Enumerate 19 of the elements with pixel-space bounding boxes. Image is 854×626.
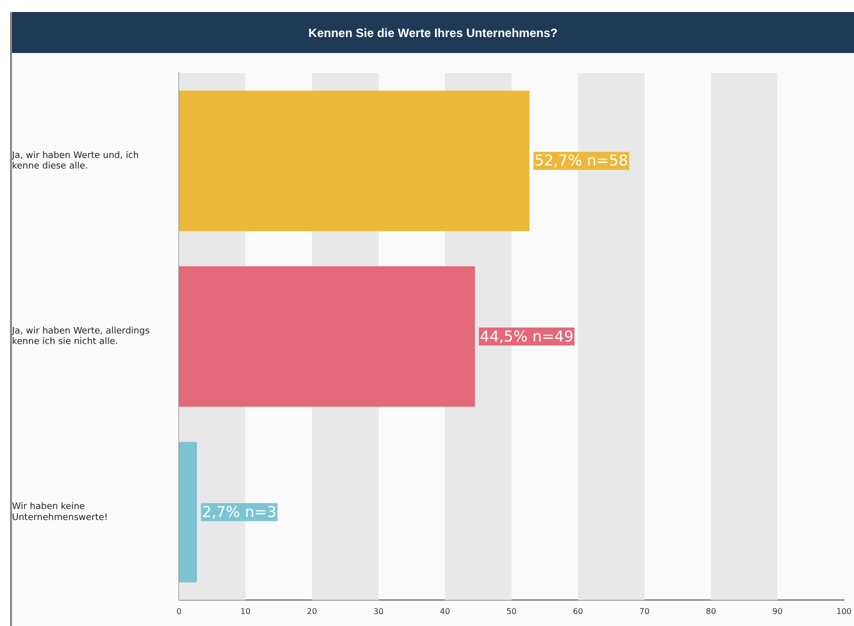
bar: [179, 442, 197, 582]
x-tick-label: 60: [572, 607, 584, 616]
chart-title: Kennen Sie die Werte Ihres Unternehmens?: [12, 12, 854, 53]
x-tick-label: 80: [706, 607, 716, 616]
x-tick-label: 50: [506, 607, 517, 616]
x-tick-label: 30: [373, 607, 384, 616]
bar: [179, 266, 475, 407]
x-tick-label: 90: [772, 607, 783, 616]
x-tick-label: 0: [176, 607, 182, 616]
y-tick-label: Wir haben keine Unternehmenswerte!: [12, 502, 108, 523]
x-tick-label: 100: [836, 607, 852, 616]
x-tick-label: 10: [240, 607, 251, 616]
x-tick-label: 20: [306, 607, 318, 616]
bar: [179, 90, 530, 232]
data-label: 52,7% n=58: [534, 152, 628, 170]
data-label: 2,7% n=3: [202, 503, 276, 522]
data-label: 44,5% n=49: [480, 327, 574, 346]
x-tick-label: 40: [440, 607, 450, 616]
x-tick-label: 70: [639, 607, 650, 616]
